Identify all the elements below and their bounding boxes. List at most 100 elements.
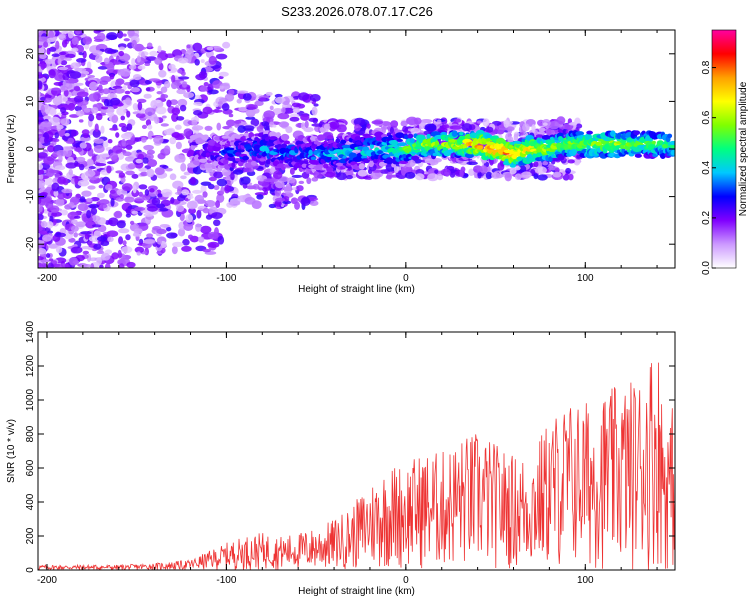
spectral-cell (381, 126, 386, 135)
spectral-cell (59, 227, 67, 234)
ridge-cell (317, 134, 326, 141)
spectral-cell (292, 108, 301, 113)
spectral-cell (75, 110, 85, 117)
spectral-cell (193, 110, 203, 116)
spectral-cell (45, 168, 55, 178)
ridge-cell (447, 149, 454, 154)
spectral-cell (116, 106, 127, 116)
snr-xtick-label: 100 (577, 575, 594, 586)
spectral-cell (159, 223, 170, 228)
spectral-cell (87, 74, 95, 79)
spectral-cell (504, 172, 512, 182)
spectral-cell (158, 70, 167, 78)
spectral-cell (261, 121, 270, 127)
spectral-cell (67, 137, 75, 145)
spectral-cell (83, 215, 93, 224)
spectral-cell (70, 62, 80, 70)
spectral-cell (136, 55, 141, 63)
spectral-cell (116, 220, 126, 229)
spectral-cell (533, 173, 539, 180)
spectral-cell (106, 230, 119, 238)
spectral-cell (55, 246, 63, 254)
spectral-cell (91, 153, 97, 162)
spectral-cell (79, 196, 86, 203)
spectral-cell (311, 106, 318, 116)
snr-ytick-label: 200 (25, 527, 36, 544)
spectral-cell (160, 86, 168, 93)
spectral-cell (169, 173, 177, 181)
spectral-cell (485, 171, 493, 180)
spectral-cell (286, 183, 291, 190)
spectral-cell (177, 76, 190, 80)
spectral-cell (52, 138, 60, 143)
spectral-cell (154, 167, 165, 176)
spectral-cell (194, 194, 205, 204)
spectral-cell (53, 30, 60, 37)
spectral-cell (143, 93, 152, 99)
ridge-cell (301, 163, 308, 168)
spectral-cell (265, 91, 273, 96)
snr-series-line (38, 362, 675, 570)
snr-xlabel: Height of straight line (km) (298, 586, 415, 597)
spectral-cell (232, 169, 244, 175)
spectral-cell (297, 92, 310, 101)
spectral-cell (552, 171, 562, 178)
spectral-cell (73, 95, 84, 103)
ridge-cell (279, 159, 284, 164)
spectral-cell (400, 120, 408, 127)
spectral-cell (243, 166, 252, 173)
spectral-cell (177, 98, 188, 108)
spectral-cell (55, 40, 60, 50)
spectral-cell (238, 106, 248, 112)
spectral-cell (96, 236, 108, 242)
ridge-cell (648, 137, 654, 142)
spectral-cell (200, 59, 205, 63)
spectral-cell (118, 172, 126, 178)
spectral-cell (345, 175, 353, 180)
ridge-cell (299, 160, 309, 166)
spectral-cell (47, 145, 55, 153)
spectral-cell (57, 66, 69, 71)
spectral-cell (89, 81, 98, 91)
spectral-cell (86, 197, 93, 203)
spectral-cell (124, 156, 135, 162)
spectral-cell (38, 239, 45, 245)
ridge-cell (670, 149, 675, 156)
ridge-cell (340, 139, 347, 144)
spectral-cell (174, 124, 182, 130)
spectral-cell (522, 123, 530, 132)
spectral-cell (60, 86, 69, 91)
spectral-cell (147, 159, 158, 168)
spectral-cell (273, 170, 283, 180)
spectral-cell (39, 136, 46, 144)
spectral-cell (53, 189, 59, 197)
spectral-cell (121, 126, 129, 132)
spectral-cell (181, 245, 192, 252)
spectral-cell (268, 203, 277, 209)
spectral-cell (202, 207, 210, 214)
ridge-cell (335, 138, 341, 144)
spectral-cell (136, 98, 147, 104)
spectral-cell (108, 217, 119, 227)
spectral-cell (176, 186, 182, 195)
spectral-cell (272, 124, 277, 128)
spectral-cell (181, 70, 186, 77)
spectral-cell (60, 118, 70, 126)
spectral-cell (57, 34, 66, 39)
spectral-cell (146, 168, 155, 178)
ridge-cell (221, 135, 230, 139)
spectral-cell (211, 212, 223, 219)
snr-ytick-label: 400 (25, 493, 36, 510)
spectral-cell (158, 62, 164, 71)
spectral-cell (172, 241, 184, 248)
spectral-cell (137, 65, 146, 70)
spectral-cell (254, 192, 267, 196)
spectrogram-ytick-label: 0 (25, 146, 36, 152)
spectral-cell (55, 198, 65, 207)
spectral-cell (153, 135, 164, 144)
spectral-cell (171, 107, 181, 116)
spectral-cell (218, 71, 229, 77)
spectral-cell (39, 264, 45, 268)
spectral-cell (69, 71, 82, 79)
spectral-cell (357, 169, 368, 177)
